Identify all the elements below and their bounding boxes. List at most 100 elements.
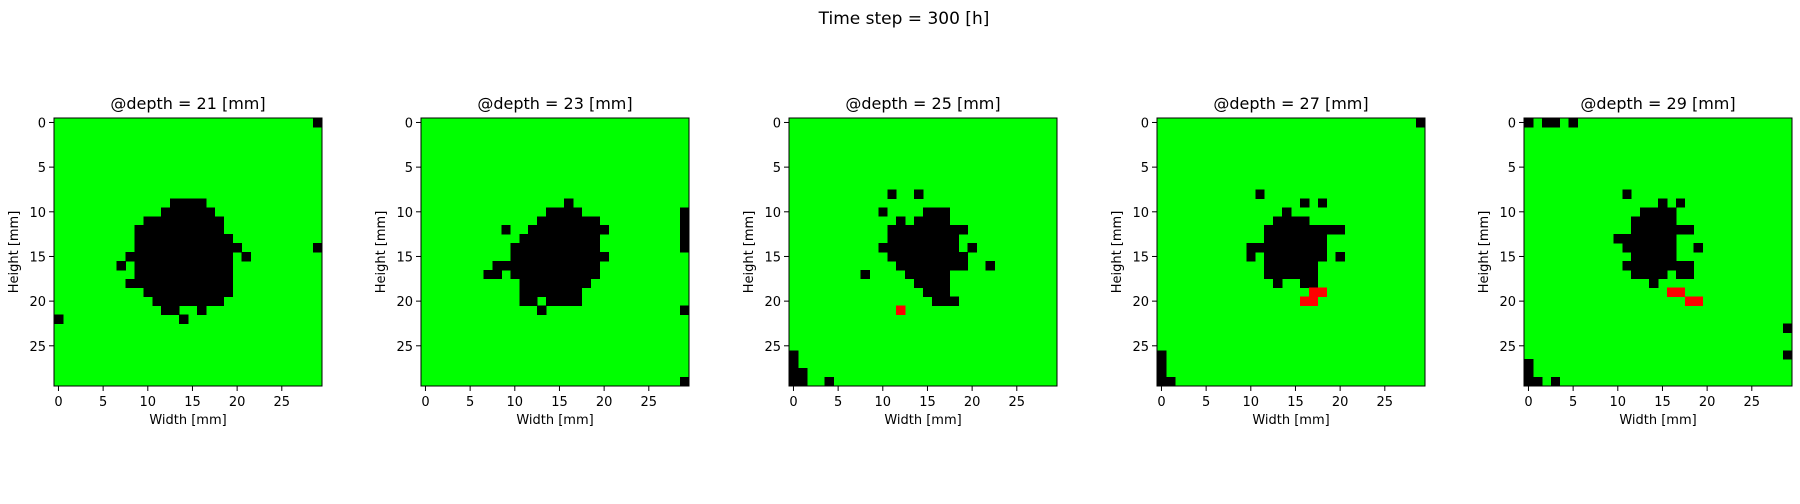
y-tick-label: 10 [29,206,46,221]
heatmap-cell-empty [1524,368,1534,378]
y-tick-label: 25 [396,340,413,355]
heatmap-cell-empty [680,377,690,387]
panel-title: @depth = 27 [mm] [1213,94,1368,113]
panel-title: @depth = 21 [mm] [110,94,265,113]
heatmap-panel-5: 0 5 10 15 20 25 0 5 10 15 20 25 @depth = 29 [mm] Widt… [1477,94,1793,428]
heatmap-cell-empty [1157,359,1167,369]
heatmap-cell-empty [1317,198,1328,208]
heatmap-cell-empty [887,225,969,235]
y-tick-label: 10 [1499,206,1516,221]
heatmap-cell-empty [134,243,242,253]
heatmap-cell-empty [1783,323,1793,333]
heatmap-cell-empty [134,225,225,235]
panel-title: @depth = 29 [mm] [1580,94,1735,113]
x-tick-label: 5 [1569,395,1577,410]
x-tick-label: 5 [466,395,474,410]
x-axis-label: Width [mm] [516,413,593,428]
heatmap-cell-empty [143,216,153,226]
heatmap-cell-empty [1524,377,1543,387]
heatmap-cell-empty [887,252,969,262]
heatmap-cell-empty [1631,225,1695,235]
heatmap-cell-empty [528,225,609,235]
axes-frame [420,117,690,387]
heatmap-cell-empty [1693,243,1704,253]
heatmap-cell-empty [789,368,808,378]
heatmap-cell-empty [1640,207,1677,217]
heatmap-cell-empty [1416,118,1426,128]
x-tick-label: 15 [1287,395,1304,410]
heatmap-cell-empty [824,377,835,387]
heatmap-cell-empty [116,260,126,271]
heatmap-cell-empty [923,207,951,217]
x-tick-label: 0 [789,395,797,410]
y-tick-label: 10 [764,206,781,221]
heatmap-cell-empty [196,305,207,315]
heatmap-cell-empty [546,207,583,217]
heatmap-cell-empty [680,234,690,244]
heatmap-cell-empty [241,252,251,262]
heatmap-cell-empty [985,260,995,271]
x-tick-label: 20 [1332,395,1349,410]
heatmap-cell-empty [1273,216,1310,226]
x-axis-label: Width [mm] [884,413,961,428]
heatmap-cell-empty [125,252,234,262]
y-axis-label: Height [mm] [7,211,22,294]
y-axis-label: Height [mm] [374,211,389,294]
heatmap-cell-empty [896,260,969,271]
x-tick-label: 20 [964,395,981,410]
x-tick-label: 20 [1699,395,1716,410]
x-tick-label: 25 [1009,395,1026,410]
heatmap-cell-empty [1675,198,1686,208]
y-axis-label: Height [mm] [1110,211,1125,294]
axes-frame [1523,117,1793,387]
heatmap-cell-empty [1264,234,1328,244]
y-tick-label: 0 [1508,116,1516,131]
x-tick-label: 0 [1524,395,1532,410]
heatmap-cell-empty [1622,243,1677,253]
heatmap-cell-empty [179,314,189,324]
y-axis-label: Height [mm] [1477,211,1492,294]
heatmap-cell-empty [1157,377,1176,387]
heatmap-panel-3: 0 5 10 15 20 25 0 5 10 15 20 25 @depth = 25 [mm] Widt… [742,94,1058,428]
heatmap-cell-empty [878,207,888,217]
heatmap-cell-empty [161,305,180,315]
heatmap-cell-empty [519,234,601,244]
heatmap-cell-empty [1264,269,1319,280]
heatmap-cell-empty [143,287,234,298]
heatmap-cell-empty [1524,359,1534,369]
heatmap-cell-empty [1246,243,1328,253]
x-tick-label: 10 [507,395,524,410]
heatmap-cell-empty [1631,216,1677,226]
heatmap-cell-empty [1157,350,1167,360]
y-tick-label: 25 [1499,340,1516,355]
heatmap-cell-empty [680,216,690,226]
heatmap-cell-empty [789,359,799,369]
x-tick-label: 5 [834,395,842,410]
heatmap-cell-empty [590,216,601,226]
x-tick-label: 5 [1202,395,1210,410]
heatmap-cell-empty [134,269,234,280]
y-tick-label: 20 [1499,295,1516,310]
y-tick-label: 15 [1132,250,1149,265]
heatmap-cell-empty [680,243,690,253]
y-tick-label: 15 [764,250,781,265]
heatmap-cell-empty [1675,269,1695,280]
y-tick-label: 20 [396,295,413,310]
heatmap-cell-empty [914,189,924,199]
heatmap-cell-empty [1622,260,1695,271]
heatmap-cell-empty [914,278,951,289]
heatmap-cell-empty [519,278,592,289]
heatmap-cell-empty [313,118,323,128]
heatmap-cell-empty [537,216,592,226]
heatmap-cell-empty [789,350,799,360]
y-tick-label: 10 [1132,206,1149,221]
x-axis-label: Width [mm] [1619,413,1696,428]
heatmap-cell-empty [1568,118,1578,128]
heatmap-cell-empty [1613,234,1677,244]
y-tick-label: 20 [1132,295,1149,310]
heatmap-cell-marked [1666,287,1686,298]
heatmap-cell-empty [1622,189,1632,199]
y-tick-label: 25 [29,340,46,355]
heatmap-cell-empty [860,269,870,280]
